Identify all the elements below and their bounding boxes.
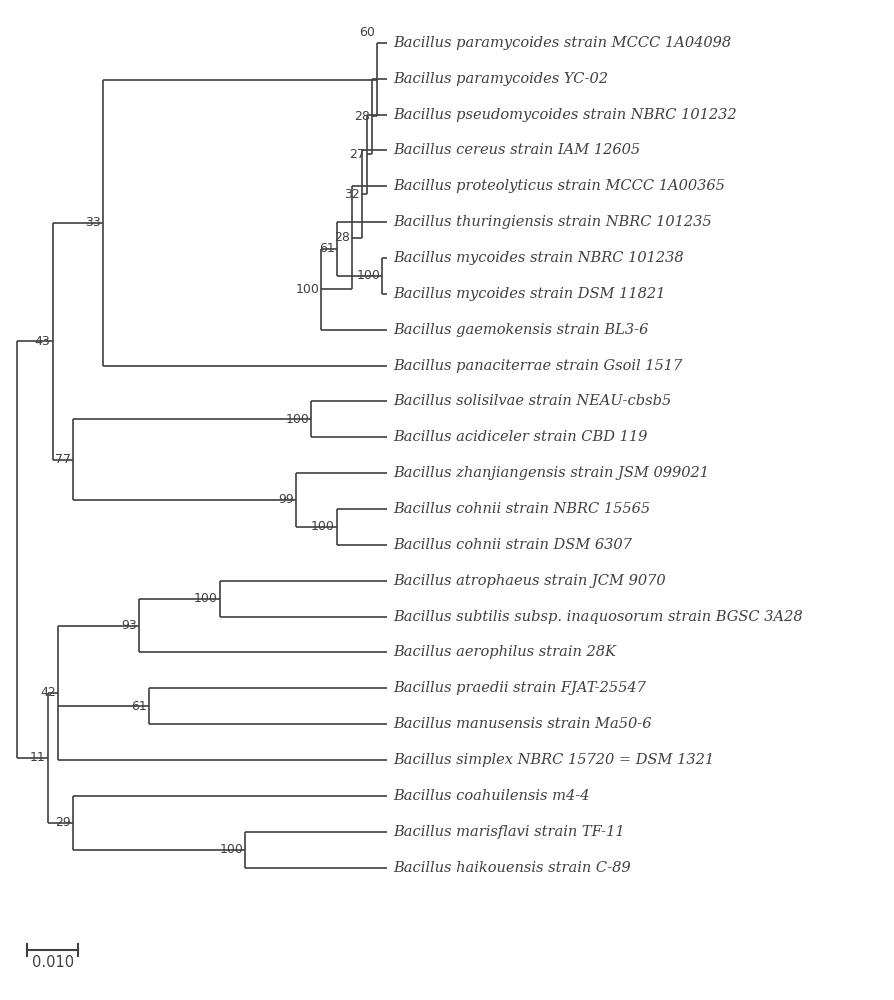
Text: Bacillus pseudomycoides strain NBRC 101232: Bacillus pseudomycoides strain NBRC 1012… xyxy=(393,108,738,122)
Text: 100: 100 xyxy=(357,269,380,282)
Text: 33: 33 xyxy=(86,216,101,229)
Text: Bacillus atrophaeus strain JCM 9070: Bacillus atrophaeus strain JCM 9070 xyxy=(393,574,666,588)
Text: 99: 99 xyxy=(278,493,294,506)
Text: 93: 93 xyxy=(121,619,137,632)
Text: 29: 29 xyxy=(55,816,71,829)
Text: 43: 43 xyxy=(35,335,51,348)
Text: Bacillus thuringiensis strain NBRC 101235: Bacillus thuringiensis strain NBRC 10123… xyxy=(393,215,713,229)
Text: Bacillus cereus strain IAM 12605: Bacillus cereus strain IAM 12605 xyxy=(393,143,641,157)
Text: Bacillus mycoides strain NBRC 101238: Bacillus mycoides strain NBRC 101238 xyxy=(393,251,684,265)
Text: 32: 32 xyxy=(344,188,360,201)
Text: 28: 28 xyxy=(334,231,350,244)
Text: 100: 100 xyxy=(311,520,334,533)
Text: Bacillus manusensis strain Ma50-6: Bacillus manusensis strain Ma50-6 xyxy=(393,717,652,731)
Text: 100: 100 xyxy=(219,843,243,856)
Text: 100: 100 xyxy=(285,413,309,426)
Text: Bacillus subtilis subsp. inaquosorum strain BGSC 3A28: Bacillus subtilis subsp. inaquosorum str… xyxy=(393,610,803,624)
Text: 100: 100 xyxy=(296,283,319,296)
Text: Bacillus cohnii strain NBRC 15565: Bacillus cohnii strain NBRC 15565 xyxy=(393,502,651,516)
Text: Bacillus paramycoides YC-02: Bacillus paramycoides YC-02 xyxy=(393,72,609,86)
Text: 77: 77 xyxy=(55,453,71,466)
Text: Bacillus gaemokensis strain BL3-6: Bacillus gaemokensis strain BL3-6 xyxy=(393,323,649,337)
Text: Bacillus aerophilus strain 28K: Bacillus aerophilus strain 28K xyxy=(393,645,616,659)
Text: Bacillus paramycoides strain MCCC 1A04098: Bacillus paramycoides strain MCCC 1A0409… xyxy=(393,36,731,50)
Text: Bacillus proteolyticus strain MCCC 1A00365: Bacillus proteolyticus strain MCCC 1A003… xyxy=(393,179,725,193)
Text: Bacillus mycoides strain DSM 11821: Bacillus mycoides strain DSM 11821 xyxy=(393,287,666,301)
Text: 61: 61 xyxy=(319,242,334,255)
Text: Bacillus simplex NBRC 15720 = DSM 1321: Bacillus simplex NBRC 15720 = DSM 1321 xyxy=(393,753,714,767)
Text: 100: 100 xyxy=(194,592,218,605)
Text: 28: 28 xyxy=(354,110,370,123)
Text: Bacillus zhanjiangensis strain JSM 099021: Bacillus zhanjiangensis strain JSM 09902… xyxy=(393,466,710,480)
Text: Bacillus praedii strain FJAT-25547: Bacillus praedii strain FJAT-25547 xyxy=(393,681,646,695)
Text: 11: 11 xyxy=(30,751,46,764)
Text: 0.010: 0.010 xyxy=(31,955,73,970)
Text: Bacillus coahuilensis m4-4: Bacillus coahuilensis m4-4 xyxy=(393,789,590,803)
Text: 61: 61 xyxy=(131,700,147,713)
Text: Bacillus marisflavi strain TF-11: Bacillus marisflavi strain TF-11 xyxy=(393,825,625,839)
Text: Bacillus haikouensis strain C-89: Bacillus haikouensis strain C-89 xyxy=(393,861,631,875)
Text: 60: 60 xyxy=(359,26,375,39)
Text: Bacillus solisilvae strain NEAU-cbsb5: Bacillus solisilvae strain NEAU-cbsb5 xyxy=(393,394,671,408)
Text: 42: 42 xyxy=(40,686,55,699)
Text: Bacillus acidiceler strain CBD 119: Bacillus acidiceler strain CBD 119 xyxy=(393,430,648,444)
Text: 27: 27 xyxy=(350,148,365,161)
Text: Bacillus panaciterrae strain Gsoil 1517: Bacillus panaciterrae strain Gsoil 1517 xyxy=(393,359,683,373)
Text: Bacillus cohnii strain DSM 6307: Bacillus cohnii strain DSM 6307 xyxy=(393,538,632,552)
